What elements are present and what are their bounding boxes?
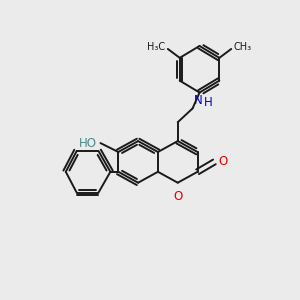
Text: O: O	[173, 190, 182, 203]
Text: N: N	[194, 94, 203, 107]
Text: H₃C: H₃C	[147, 43, 166, 52]
Text: CH₃: CH₃	[234, 43, 252, 52]
Text: HO: HO	[79, 136, 97, 150]
Text: H: H	[204, 96, 213, 109]
Text: O: O	[218, 155, 227, 168]
